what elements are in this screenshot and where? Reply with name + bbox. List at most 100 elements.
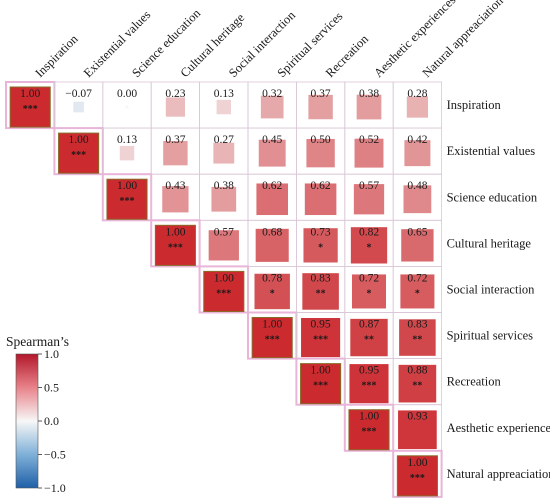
heatmap-cell: 1.00 ***: [154, 224, 196, 266]
heatmap-cell-square: [260, 95, 284, 119]
color-legend: Spearman’s1.0 0.5 0.0 −0.5 −1.0: [6, 334, 69, 495]
significance-marker: ***: [23, 104, 38, 115]
cell-value-label: 1.00: [359, 411, 379, 423]
cell-value-label: 1.00: [20, 88, 40, 100]
cell-value-label: 0.37: [165, 134, 185, 146]
heatmap-cell: 0.42: [404, 134, 431, 167]
heatmap-cell: 0.13: [214, 88, 234, 115]
cell-value-label: 0.42: [407, 134, 427, 146]
heatmap-cell: 1.00 ***: [9, 86, 51, 128]
heatmap-cell: 0.38: [211, 180, 237, 212]
heatmap-cell: 0.68: [255, 226, 289, 262]
heatmap-cell-square: [353, 184, 385, 215]
heatmap-cell-square: [354, 138, 384, 168]
cell-value-label: 0.88: [407, 365, 427, 377]
heatmap-cell: 0.83 **: [399, 319, 436, 356]
heatmap-cell-square: [308, 94, 333, 120]
heatmap-cell: 0.37: [308, 88, 333, 120]
cell-value-label: 0.62: [262, 180, 282, 192]
heatmap-cell: 0.83 **: [302, 272, 339, 310]
heatmap-cell-square: [356, 94, 382, 120]
column-label: Inspiration: [32, 31, 81, 80]
row-label: Spiritual services: [447, 329, 534, 343]
heatmap-cell-square: [398, 410, 437, 450]
cell-value-label: 0.45: [262, 134, 282, 146]
row-label: Cultural heritage: [447, 236, 532, 250]
heatmap-cell: 0.45: [258, 134, 286, 167]
heatmap-cell-square: [396, 455, 438, 497]
heatmap-cell-square: [255, 228, 289, 262]
heatmap-cell: 0.52: [354, 134, 384, 168]
heatmap-cell-square: [301, 318, 341, 358]
heatmap-cell-square: [400, 274, 435, 309]
cell-value-label: 0.50: [311, 134, 331, 146]
heatmap-cell: 0.95 ***: [349, 364, 389, 404]
cell-value-label: 0.95: [359, 365, 379, 377]
heatmap-cell-square: [208, 230, 239, 261]
cell-value-label: 0.82: [359, 226, 379, 238]
heatmap-cell-square: [203, 270, 245, 312]
cell-value-label: 1.00: [214, 272, 234, 284]
heatmap-cell: 0.57: [208, 226, 239, 261]
heatmap-cell: 0.87 **: [350, 319, 388, 357]
heatmap-cell-square: [162, 186, 189, 213]
cell-value-label: −0.07: [65, 88, 92, 100]
heatmap-cell-square: [254, 273, 290, 310]
heatmap-cell: 0.28: [406, 88, 429, 118]
heatmap-cell-square: [306, 138, 335, 168]
heatmap-cell-square: [211, 186, 237, 212]
heatmap-cell-square: [73, 101, 84, 113]
significance-marker: *: [318, 242, 323, 253]
heatmap-cell: 0.57: [353, 180, 385, 215]
heatmap-cell: 0.72 *: [400, 272, 435, 309]
heatmap-cell-square: [256, 183, 288, 216]
heatmap-cells: 1.00***−0.07 0.00 0.23 0.13 0.32 0.37 0.38 0.28…: [9, 86, 438, 497]
cell-value-label: 0.68: [262, 226, 282, 238]
row-label: Recreation: [447, 375, 502, 389]
cell-value-label: 0.52: [359, 134, 379, 146]
cell-value-label: 0.72: [407, 272, 427, 284]
legend-colorbar: [15, 353, 39, 489]
row-label: Existential values: [447, 144, 536, 158]
significance-marker: ***: [313, 335, 328, 346]
cell-value-label: 0.95: [311, 319, 331, 331]
heatmap-cell-square: [399, 319, 436, 356]
cell-value-label: 0.43: [165, 180, 185, 192]
heatmap-cell: 0.72 *: [351, 272, 387, 309]
heatmap-cell: 0.23: [165, 88, 186, 117]
heatmap-cell-square: [213, 142, 235, 164]
significance-marker: *: [415, 288, 420, 299]
heatmap-cell: 0.43: [162, 180, 189, 213]
heatmap-cell-square: [350, 227, 388, 264]
cell-value-label: 0.62: [311, 180, 331, 192]
cell-value-label: 1.00: [407, 457, 427, 469]
legend-tick-label: −1.0: [44, 481, 66, 495]
heatmap-cell-square: [163, 140, 188, 166]
significance-marker: ***: [410, 473, 425, 484]
heatmap-cell-square: [404, 140, 431, 167]
heatmap-cell-square: [119, 145, 135, 161]
cell-value-label: 1.00: [69, 134, 89, 146]
cell-value-label: 0.93: [407, 411, 427, 423]
cell-value-label: 1.00: [117, 180, 137, 192]
heatmap-cell-square: [258, 139, 286, 167]
heatmap-cell-square: [403, 185, 432, 214]
cell-value-label: 0.57: [359, 180, 379, 192]
heatmap-cell: 0.73 *: [303, 226, 338, 263]
cell-value-label: 0.23: [165, 88, 185, 100]
significance-marker: ***: [362, 381, 377, 392]
legend-tick-label: −0.5: [44, 448, 66, 462]
heatmap-cell: 0.32: [260, 88, 284, 119]
heatmap-cell-square: [304, 183, 337, 216]
heatmap-cell: 1.00 ***: [106, 178, 148, 220]
cell-value-label: 0.28: [407, 88, 427, 100]
heatmap-cell: 1.00 ***: [251, 317, 293, 359]
cell-value-label: 0.78: [262, 272, 282, 284]
legend-tick-label: 0.0: [44, 414, 59, 428]
heatmap-cell: 0.48: [403, 180, 432, 214]
cell-value-label: 0.32: [262, 88, 282, 100]
heatmap-cell-square: [302, 273, 339, 310]
cell-value-label: 1.00: [165, 226, 185, 238]
